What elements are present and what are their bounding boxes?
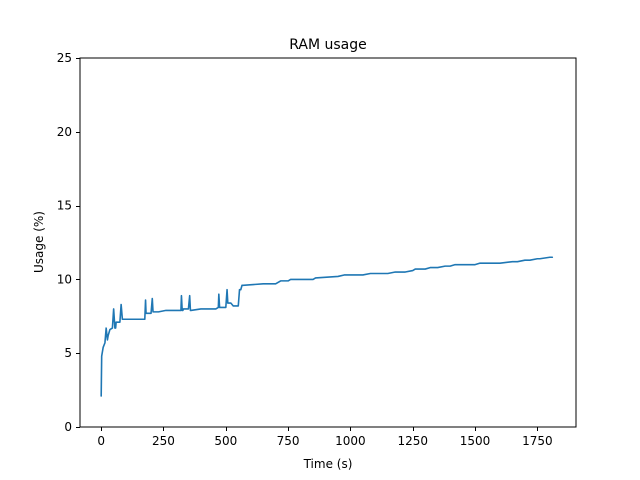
x-axis-label: Time (s): [303, 457, 353, 471]
y-tick-label: 15: [57, 199, 72, 213]
x-tick-label: 750: [277, 434, 300, 448]
x-tick-label: 0: [97, 434, 105, 448]
y-tick-label: 20: [57, 125, 72, 139]
y-axis-label: Usage (%): [32, 211, 46, 273]
x-tick-label: 1000: [335, 434, 366, 448]
x-tick-label: 1250: [397, 434, 428, 448]
ram-usage-series-line: [100, 256, 554, 397]
y-tick-label: 0: [64, 420, 72, 434]
plot-frame: [79, 57, 577, 428]
x-tick-label: 500: [214, 434, 237, 448]
x-tick-label: 1750: [522, 434, 553, 448]
axes: 0 250 500 750 1000 1250 1500 1750 0 5 10 15 20 25: [57, 51, 553, 448]
x-tick-label: 1500: [460, 434, 491, 448]
series-group: [100, 256, 554, 397]
x-tick-label: 250: [152, 434, 175, 448]
chart-title: RAM usage: [289, 37, 367, 53]
y-tick-label: 10: [57, 272, 72, 286]
y-tick-label: 25: [57, 51, 72, 65]
y-tick-label: 5: [64, 346, 72, 360]
